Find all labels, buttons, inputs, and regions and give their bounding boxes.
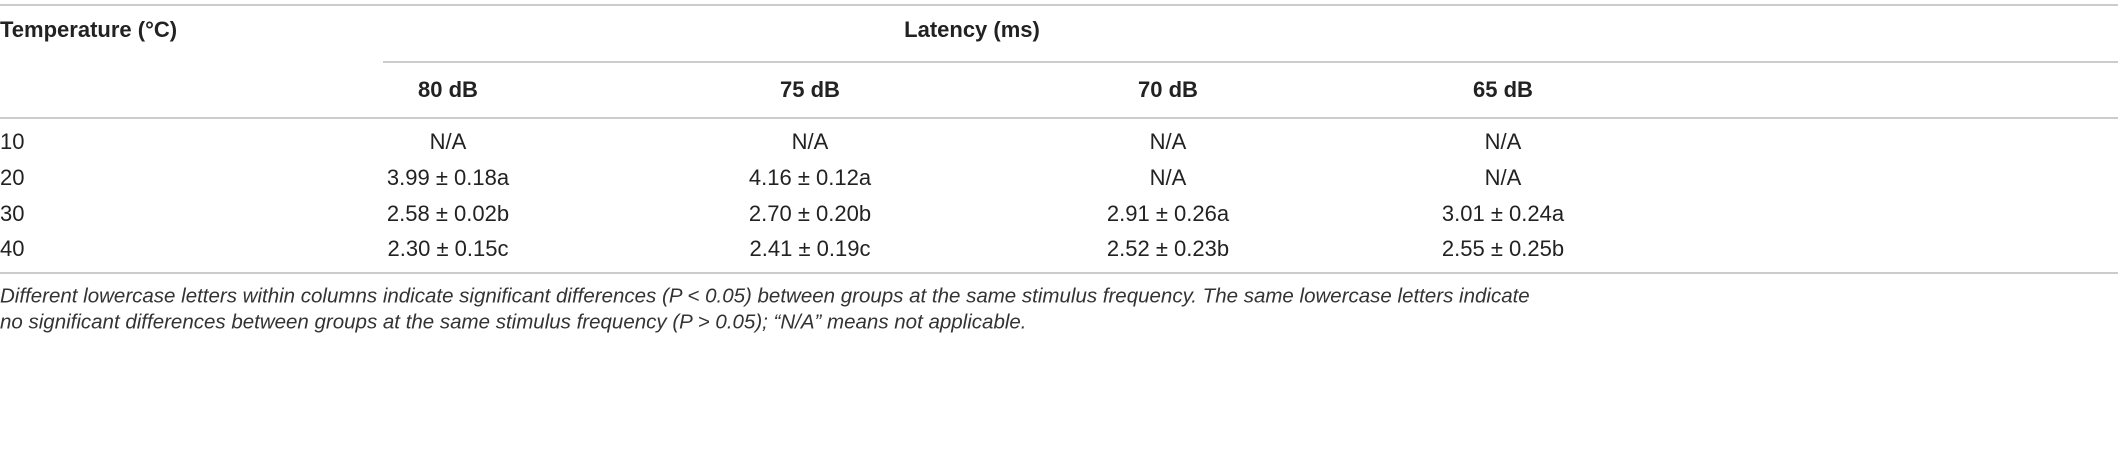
row-label: 30 xyxy=(0,201,24,226)
cell: 2.91 ± 0.26a xyxy=(1107,201,1230,226)
column-header: 75 dB xyxy=(780,77,840,102)
cell: 3.99 ± 0.18a xyxy=(387,165,510,190)
cell: 4.16 ± 0.12a xyxy=(749,165,872,190)
cell: 2.55 ± 0.25b xyxy=(1442,236,1564,261)
cell: 2.52 ± 0.23b xyxy=(1107,236,1229,261)
cell: 3.01 ± 0.24a xyxy=(1442,201,1565,226)
group-header: Latency (ms) xyxy=(904,17,1040,42)
row-header: Temperature (°C) xyxy=(0,17,177,42)
row-label: 40 xyxy=(0,236,24,261)
column-header: 65 dB xyxy=(1473,77,1533,102)
cell: N/A xyxy=(1485,165,1522,190)
cell: N/A xyxy=(1485,129,1522,154)
column-header: 70 dB xyxy=(1138,77,1198,102)
row-label: 10 xyxy=(0,129,24,154)
cell: 2.70 ± 0.20b xyxy=(749,201,871,226)
cell: N/A xyxy=(430,129,467,154)
cell: N/A xyxy=(1150,129,1187,154)
row-label: 20 xyxy=(0,165,24,190)
cell: N/A xyxy=(792,129,829,154)
footnote-line: Different lowercase letters within colum… xyxy=(0,284,1530,307)
footnote-line: no significant differences between group… xyxy=(0,310,1027,333)
column-header: 80 dB xyxy=(418,77,478,102)
cell: N/A xyxy=(1150,165,1187,190)
cell: 2.41 ± 0.19c xyxy=(750,236,871,261)
cell: 2.30 ± 0.15c xyxy=(388,236,509,261)
cell: 2.58 ± 0.02b xyxy=(387,201,509,226)
